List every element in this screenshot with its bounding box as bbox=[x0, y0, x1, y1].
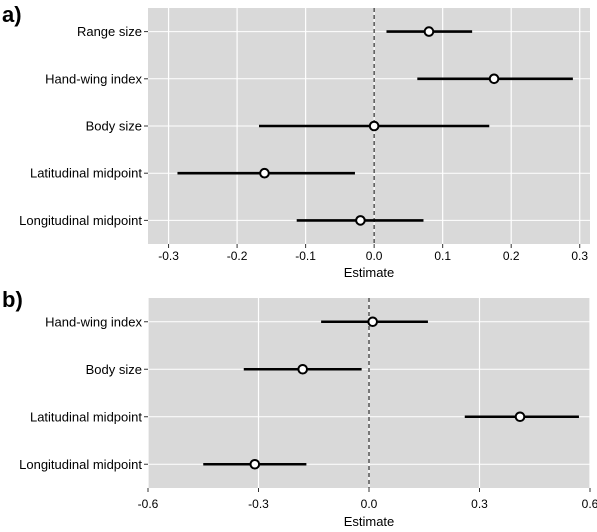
x-tick-label: 0.0 bbox=[366, 249, 383, 263]
point-estimate-marker bbox=[423, 26, 435, 37]
point-estimate-marker bbox=[367, 316, 378, 328]
point-estimate-marker bbox=[514, 411, 526, 423]
x-tick-label: 0.3 bbox=[571, 249, 588, 263]
x-tick-label: -0.6 bbox=[138, 497, 159, 511]
point-estimate-marker bbox=[249, 458, 261, 470]
panel-a-label: a) bbox=[2, 2, 22, 27]
x-tick-label: 0.3 bbox=[471, 497, 488, 511]
x-tick-label: 0.0 bbox=[361, 497, 378, 511]
x-axis-title: Estimate bbox=[344, 514, 395, 529]
point-estimate-marker bbox=[297, 363, 309, 375]
category-label: Body size bbox=[86, 119, 142, 134]
panel-a: a) -0.3 -0.2 -0.1 0.0 0.1 0.2 0.3 Estimate Range… bbox=[2, 2, 590, 280]
x-tick-label: -0.3 bbox=[158, 249, 179, 263]
point-estimate-marker bbox=[259, 167, 270, 179]
category-label: Range size bbox=[77, 24, 142, 39]
point-estimate-marker bbox=[355, 215, 366, 226]
point-estimate-marker bbox=[368, 120, 380, 132]
x-tick-label: -0.3 bbox=[248, 497, 269, 511]
category-label: Longitudinal midpoint bbox=[19, 457, 142, 472]
category-label: Latitudinal midpoint bbox=[30, 166, 142, 181]
point-estimate-marker bbox=[488, 73, 500, 85]
x-tick-label: 0.6 bbox=[582, 497, 597, 511]
x-tick-label: -0.1 bbox=[295, 249, 316, 263]
x-tick-label: 0.2 bbox=[503, 249, 520, 263]
category-label: Hand-wing index bbox=[45, 314, 142, 329]
panel-b: b) -0.6 -0.3 0.0 0.3 0.6 Estimate Hand-wing in… bbox=[2, 287, 597, 529]
x-tick-label: -0.2 bbox=[227, 249, 248, 263]
x-axis-title: Estimate bbox=[344, 265, 395, 280]
x-tick-label: 0.1 bbox=[434, 249, 451, 263]
panel-b-label: b) bbox=[2, 287, 23, 312]
category-label: Latitudinal midpoint bbox=[30, 409, 142, 424]
category-label: Body size bbox=[86, 362, 142, 377]
category-label: Hand-wing index bbox=[45, 71, 142, 86]
category-label: Longitudinal midpoint bbox=[19, 213, 142, 228]
